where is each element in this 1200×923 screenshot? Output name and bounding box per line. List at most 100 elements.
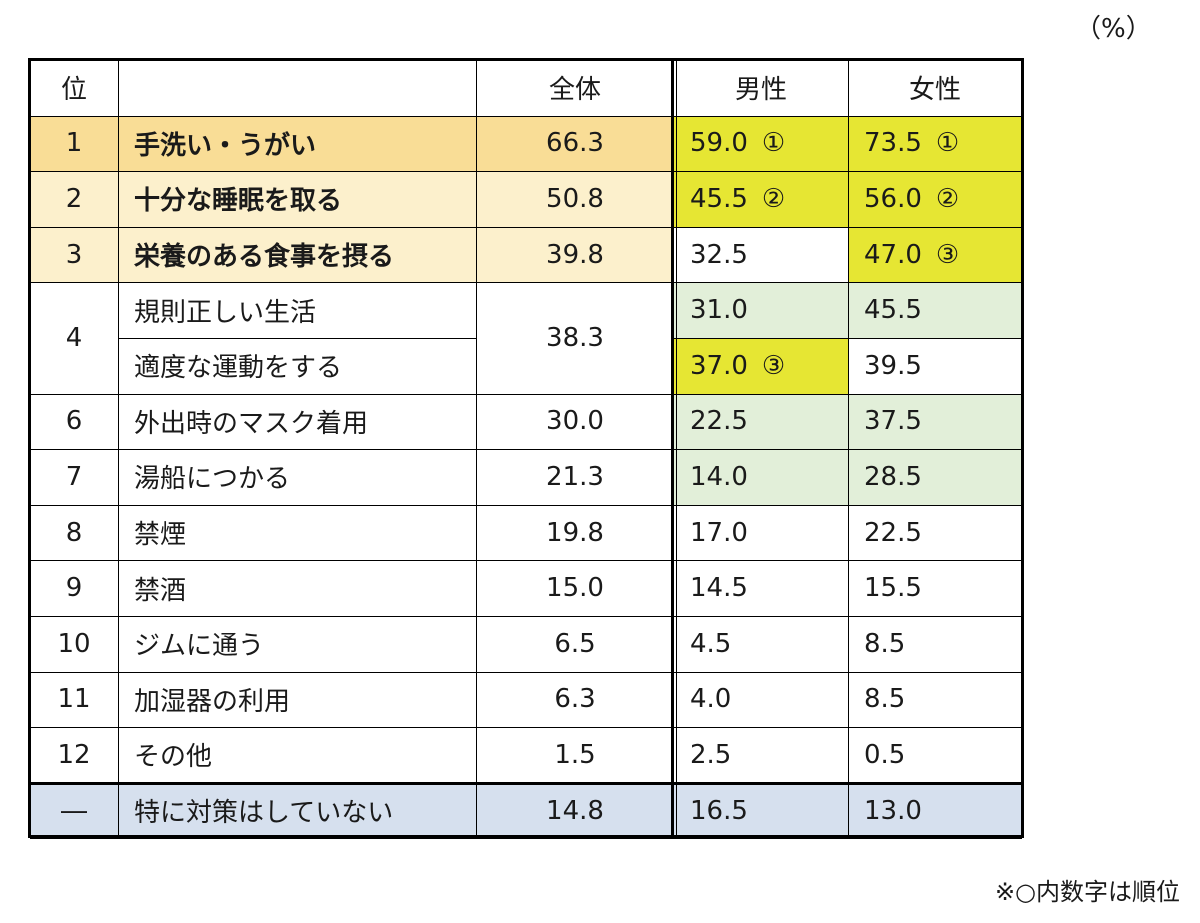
rank-cell-text: 4 (65, 322, 83, 353)
total-cell-text: 15.0 (546, 573, 604, 604)
total-cell-text: 38.3 (546, 322, 604, 353)
rank-cell: 1 (30, 115, 118, 172)
item-cell-text: 十分な睡眠を取る (134, 186, 343, 217)
female-cell: 0.5 (848, 727, 1022, 783)
grid-line (30, 449, 1022, 451)
item-cell: 栄養のある食事を摂る (118, 226, 476, 283)
female-rank-mark: ③ (935, 239, 960, 270)
rank-cell: 9 (30, 560, 118, 616)
male-cell: 59.0 ① (674, 115, 848, 172)
male-cell-text: 31.0 (690, 295, 748, 326)
footnote: ※○内数字は順位 (994, 878, 1180, 906)
grid-line (30, 393, 1022, 395)
item-cell-text: 特に対策はしていない (134, 798, 394, 829)
female-cell-text: 22.5 (864, 517, 922, 548)
male-cell: 17.0 (674, 504, 848, 561)
item-cell-text: 禁煙 (134, 520, 187, 551)
female-cell-text: 8.5 (864, 684, 906, 715)
total-cell: 14.8 (476, 782, 674, 839)
rank-cell-text: 6 (65, 406, 83, 437)
male-cell: 4.0 (674, 671, 848, 728)
rank-cell: 4 (30, 282, 118, 394)
rank-cell: 10 (30, 616, 118, 672)
header-female: 女性 (848, 60, 1022, 116)
grid-line (676, 60, 677, 839)
rank-cell-text: 3 (65, 239, 83, 270)
grid-line (30, 560, 1022, 562)
header-total: 全体 (476, 60, 674, 116)
rank-cell: 12 (30, 727, 118, 783)
grid-line (476, 60, 477, 839)
rank-cell-text: 11 (57, 684, 91, 715)
female-cell-text: 56.0 (864, 183, 922, 214)
male-cell: 2.5 (674, 727, 848, 783)
male-cell: 45.5 ② (674, 171, 848, 227)
male-cell-text: 16.5 (690, 795, 748, 826)
male-cell-text: 17.0 (690, 517, 748, 548)
rank-cell: 2 (30, 171, 118, 227)
item-cell-text: 規則正しい生活 (134, 297, 317, 328)
male-cell-text: 2.5 (690, 739, 732, 770)
item-cell-text: その他 (134, 742, 213, 773)
total-cell: 6.5 (476, 616, 674, 672)
rank-cell-text: 9 (65, 573, 83, 604)
grid-line (30, 171, 1022, 173)
female-cell: 39.5 (848, 338, 1022, 394)
rank-cell-text: 8 (65, 517, 83, 548)
item-cell-text: 適度な運動をする (134, 353, 343, 384)
male-rank-mark: ② (761, 183, 786, 214)
header-male: 男性 (674, 60, 848, 116)
item-cell: 加湿器の利用 (118, 671, 476, 728)
total-cell-text: 14.8 (546, 795, 604, 826)
grid-line (30, 616, 1022, 617)
female-cell: 56.0 ② (848, 171, 1022, 227)
female-cell: 28.5 (848, 449, 1022, 505)
item-cell-text: 手洗い・うがい (134, 130, 317, 161)
total-cell-text: 6.3 (554, 684, 596, 715)
female-cell: 37.5 (848, 393, 1022, 450)
male-cell-text: 14.5 (690, 573, 748, 604)
item-cell: 禁煙 (118, 504, 476, 561)
female-cell: 8.5 (848, 671, 1022, 728)
rank-cell-text: 2 (65, 183, 83, 214)
male-cell: 16.5 (674, 782, 848, 839)
female-cell-text: 13.0 (864, 795, 922, 826)
female-cell-text: 45.5 (864, 295, 922, 326)
header-male-text: 男性 (734, 75, 787, 106)
male-rank-mark: ① (761, 128, 786, 159)
total-cell-text: 19.8 (546, 517, 604, 548)
female-cell-text: 15.5 (864, 573, 922, 604)
male-cell-text: 22.5 (690, 406, 748, 437)
grid-line (118, 60, 119, 839)
table-frame (28, 58, 1024, 838)
item-cell: 禁酒 (118, 560, 476, 616)
item-cell: 十分な睡眠を取る (118, 171, 476, 227)
total-cell-text: 21.3 (546, 461, 604, 492)
female-cell: 15.5 (848, 560, 1022, 616)
female-cell-text: 0.5 (864, 739, 906, 770)
rank-cell: 3 (30, 226, 118, 283)
item-cell-text: 外出時のマスク着用 (134, 408, 369, 439)
female-cell: 13.0 (848, 782, 1022, 839)
male-cell-text: 45.5 (690, 183, 748, 214)
rank-cell: 11 (30, 671, 118, 728)
female-cell-text: 8.5 (864, 628, 906, 659)
grid-line (848, 60, 849, 839)
female-rank-mark: ① (935, 128, 960, 159)
header-rank: 位 (30, 60, 118, 116)
item-cell-text: ジムに通う (134, 631, 265, 662)
female-cell: 45.5 (848, 282, 1022, 338)
rank-cell: ― (30, 782, 118, 839)
male-rank-mark: ③ (761, 350, 786, 381)
item-cell: 外出時のマスク着用 (118, 393, 476, 450)
total-cell-text: 6.5 (554, 628, 596, 659)
rank-cell: 7 (30, 449, 118, 505)
male-cell: 4.5 (674, 616, 848, 672)
unit-label: （%） (1075, 14, 1152, 44)
grid-line-thick (30, 781, 1022, 785)
total-cell-text: 66.3 (546, 128, 604, 159)
male-cell: 14.5 (674, 560, 848, 616)
grid-line (30, 671, 1022, 673)
total-cell: 66.3 (476, 115, 674, 172)
total-cell: 39.8 (476, 226, 674, 283)
